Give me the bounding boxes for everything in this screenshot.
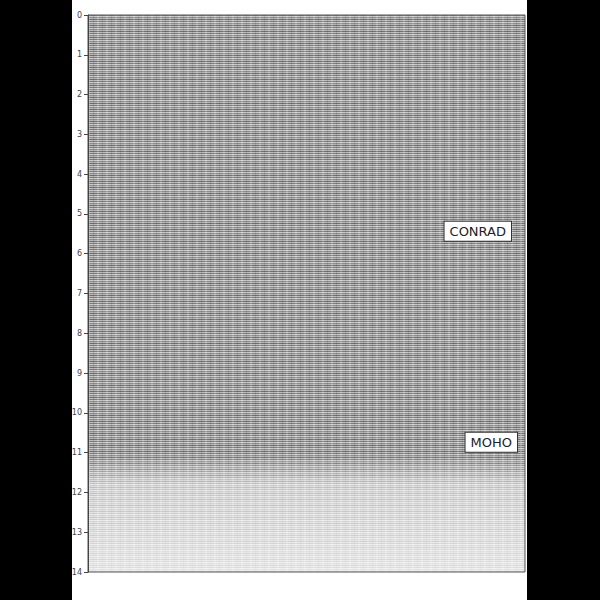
svg-text:CONRAD: CONRAD bbox=[450, 224, 506, 239]
svg-text:12: 12 bbox=[72, 488, 82, 497]
svg-text:7: 7 bbox=[77, 289, 82, 298]
svg-text:MOHO: MOHO bbox=[471, 435, 512, 450]
svg-text:4: 4 bbox=[77, 170, 82, 179]
svg-text:9: 9 bbox=[77, 369, 82, 378]
svg-text:2: 2 bbox=[77, 90, 82, 99]
svg-text:14: 14 bbox=[72, 568, 82, 577]
svg-text:3: 3 bbox=[77, 130, 82, 139]
svg-text:13: 13 bbox=[72, 528, 82, 537]
svg-text:0: 0 bbox=[77, 11, 82, 20]
svg-text:5: 5 bbox=[77, 209, 82, 218]
svg-text:11: 11 bbox=[72, 448, 82, 457]
svg-text:10: 10 bbox=[72, 408, 82, 417]
svg-text:1: 1 bbox=[77, 50, 82, 59]
svg-text:8: 8 bbox=[77, 329, 82, 338]
svg-text:6: 6 bbox=[77, 249, 82, 258]
